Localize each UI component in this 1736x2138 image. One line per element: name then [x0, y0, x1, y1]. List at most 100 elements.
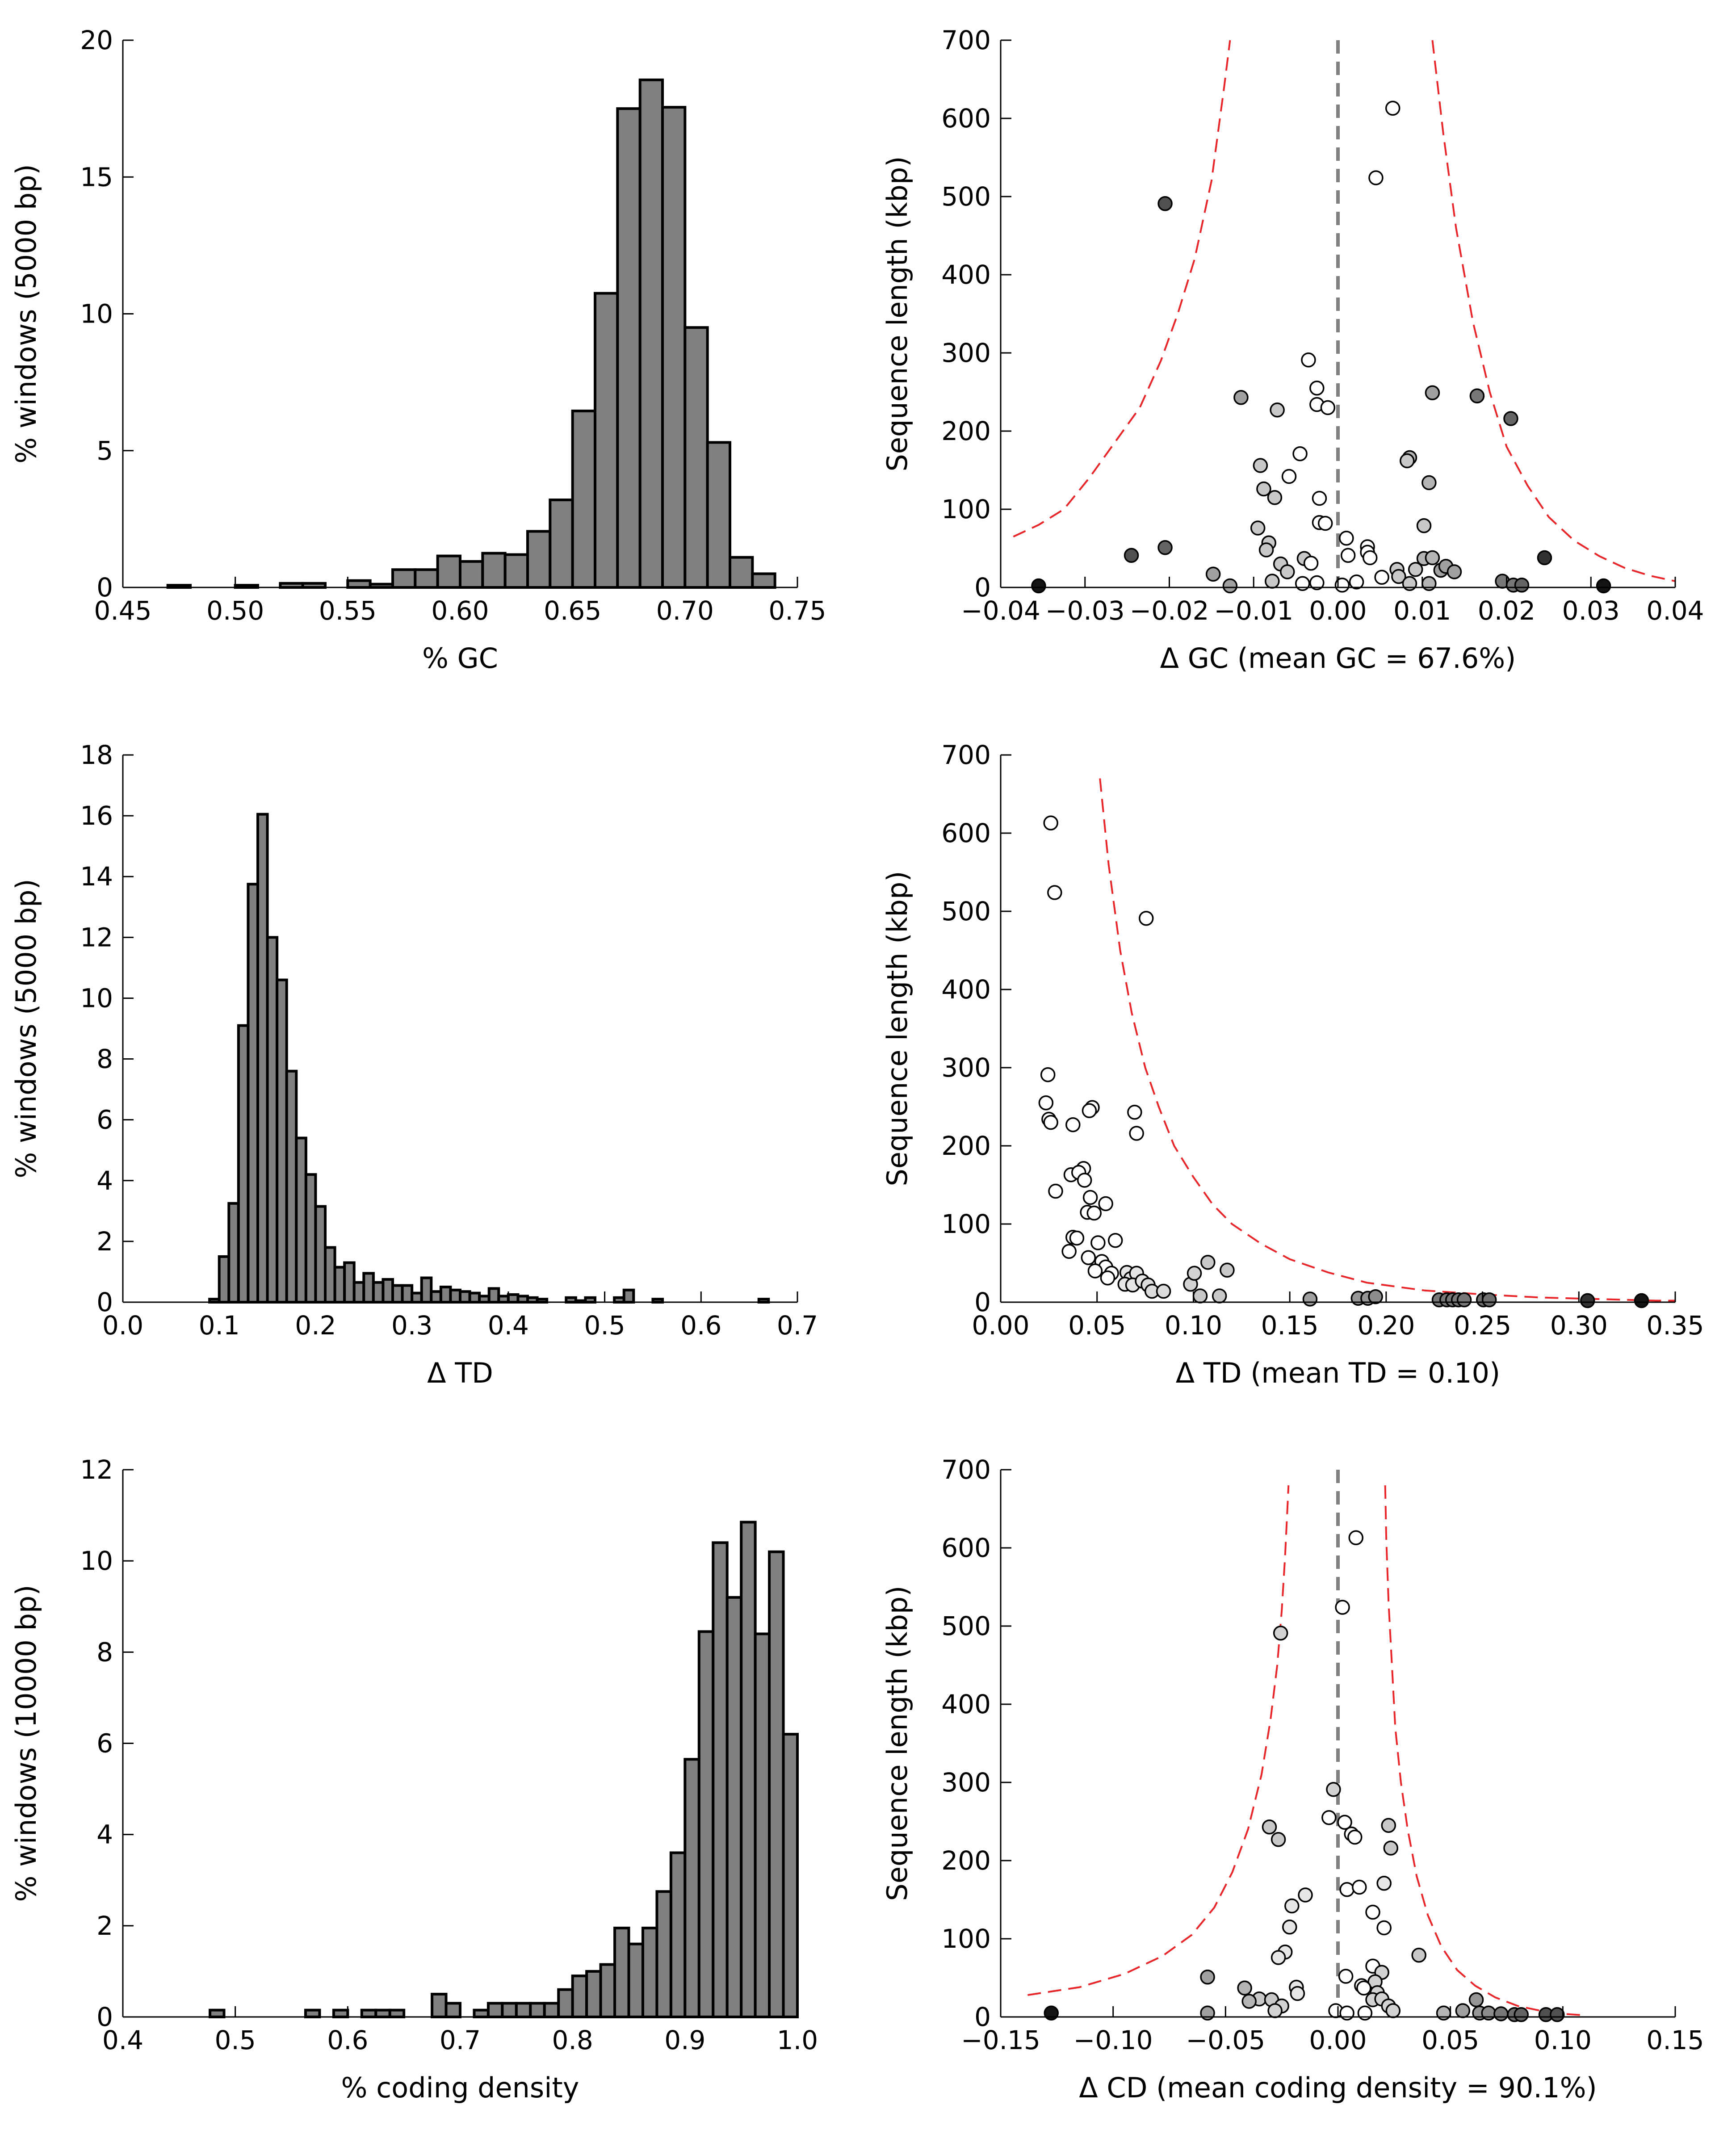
td-scatter-point — [1038, 1095, 1054, 1111]
cd-scatter-point — [1267, 2003, 1283, 2018]
gc-scatter-panel: 0 100 200 300 400 500 600 700 −0.04 −0.03 −0.02 −0.… — [881, 25, 1704, 675]
td-scatter-point — [1043, 1115, 1058, 1130]
gc-scatter-x-tick-label: −0.01 — [1214, 595, 1293, 626]
cd-scatter-point — [1326, 1782, 1341, 1797]
gc-scatter-point — [1514, 578, 1530, 593]
gc-hist-bar — [638, 78, 664, 589]
cd-hist-bar — [782, 1733, 799, 2018]
cd-hist-bar — [431, 1992, 448, 2019]
cd-hist-bar — [473, 2008, 490, 2018]
cd-scatter-x-tick-label: 0.00 — [1309, 2025, 1367, 2055]
gc-hist-y-tick-label: 15 — [80, 162, 113, 192]
td-hist-y-tick-label: 0 — [96, 1287, 113, 1317]
td-scatter-x-tick-label: 0.20 — [1357, 1310, 1415, 1341]
gc-hist-x-tick-label: 0.65 — [544, 595, 601, 626]
gc-scatter-x-tick-label: 0.03 — [1562, 595, 1620, 626]
gc-scatter-point — [1303, 556, 1319, 571]
gc-hist-bar — [503, 553, 529, 589]
cd-scatter-y-tick-label: 500 — [941, 1611, 991, 1641]
gc-scatter-point — [1295, 576, 1310, 591]
td-scatter-y-tick-label: 700 — [941, 740, 991, 770]
cd-hist-bar — [374, 2008, 391, 2018]
cd-hist-bar — [669, 1851, 687, 2018]
gc-scatter-point — [1309, 381, 1325, 396]
td-hist-y-tick-label: 10 — [80, 983, 113, 1013]
td-scatter-point — [1047, 885, 1062, 900]
gc-hist-bar — [683, 326, 709, 589]
cd-scatter-point — [1237, 1980, 1252, 1995]
td-hist-bar — [468, 1291, 481, 1304]
gc-scatter-point — [1031, 578, 1046, 594]
gc-hist-bar — [616, 107, 642, 589]
td-hist-bar — [382, 1278, 394, 1304]
td-scatter-point — [1138, 911, 1154, 926]
gc-scatter-ylabel: Sequence length (kbp) — [881, 156, 914, 472]
gc-scatter-point — [1503, 411, 1518, 426]
cd-scatter-point — [1493, 2006, 1509, 2021]
gc-scatter-threshold-curve — [1431, 40, 1676, 582]
td-scatter-point — [1069, 1230, 1085, 1246]
gc-scatter-point — [1339, 531, 1354, 546]
td-scatter-point — [1081, 1250, 1096, 1265]
cd-hist-x-tick-label: 0.8 — [552, 2025, 593, 2055]
gc-scatter-x-tick-label: 0.04 — [1646, 595, 1704, 626]
cd-scatter-point — [1514, 2007, 1529, 2022]
td-hist-bar — [256, 813, 269, 1304]
cd-scatter-y-tick-label: 200 — [941, 1845, 991, 1876]
gc-hist-bar — [661, 106, 687, 589]
td-hist-bar — [449, 1288, 462, 1304]
td-hist-y-tick-label: 6 — [96, 1105, 113, 1135]
cd-scatter-y-tick-label: 400 — [941, 1689, 991, 1719]
td-histogram-xlabel: Δ TD — [427, 1357, 493, 1389]
td-scatter-point — [1040, 1067, 1056, 1082]
gc-scatter-point — [1124, 548, 1139, 563]
cd-scatter-point — [1284, 1898, 1300, 1914]
gc-scatter-point — [1349, 574, 1364, 590]
cd-scatter-point — [1376, 1876, 1392, 1891]
td-hist-bar — [227, 1202, 240, 1304]
td-hist-bar — [247, 883, 260, 1304]
td-hist-bar — [372, 1281, 385, 1304]
cd-scatter-point — [1468, 1992, 1484, 2008]
td-hist-bar — [324, 1246, 336, 1304]
cd-scatter-x-tick-label: 0.05 — [1422, 2025, 1479, 2055]
td-hist-bar — [266, 936, 279, 1304]
td-hist-bar — [613, 1296, 625, 1304]
gc-hist-bar — [436, 554, 462, 589]
td-scatter-point — [1368, 1289, 1383, 1304]
td-hist-y-tick-label: 2 — [96, 1226, 113, 1257]
cd-hist-y-tick-label: 0 — [96, 2002, 113, 2032]
td-hist-bar — [507, 1293, 520, 1304]
td-hist-x-tick-label: 0.3 — [391, 1310, 432, 1341]
td-scatter-xlabel: Δ TD (mean TD = 0.10) — [1176, 1357, 1500, 1389]
cd-scatter-point — [1241, 1994, 1257, 2009]
gc-scatter-point — [1270, 402, 1285, 418]
cd-hist-y-tick-label: 6 — [96, 1728, 113, 1759]
cd-hist-bar — [599, 1963, 616, 2018]
gc-hist-bar — [414, 568, 439, 589]
cd-histogram-panel: 0 2 4 6 8 10 12 0.4 0.5 0.6 0.7 0.8 0.9 1.0 % coding d… — [10, 1455, 818, 2104]
gc-hist-x-tick-label: 0.45 — [94, 595, 151, 626]
gc-scatter-point — [1340, 548, 1356, 563]
td-scatter-y-tick-label: 600 — [941, 818, 991, 848]
td-hist-x-tick-label: 0.0 — [102, 1310, 143, 1341]
td-hist-bar — [333, 1266, 346, 1304]
cd-scatter-point — [1348, 1530, 1364, 1545]
cd-scatter-panel: 0 100 200 300 400 500 600 700 −0.15 −0.10 −0.05 0.0… — [881, 1455, 1704, 2104]
cd-scatter-point — [1436, 2005, 1451, 2021]
gc-hist-bar — [526, 530, 552, 589]
gc-hist-x-tick-label: 0.50 — [206, 595, 264, 626]
cd-scatter-x-tick-label: −0.05 — [1186, 2025, 1265, 2055]
gc-scatter-point — [1233, 390, 1249, 405]
gc-scatter-point — [1362, 550, 1378, 566]
cd-scatter-point — [1347, 1829, 1363, 1845]
td-scatter-point — [1100, 1270, 1115, 1286]
td-scatter-point — [1098, 1196, 1113, 1212]
td-histogram-panel: 0 2 4 6 8 10 12 14 16 18 0.0 0.1 0.2 0.3 0.4 0.5 0.6 0.7 Δ… — [10, 740, 818, 1389]
td-hist-y-tick-label: 18 — [80, 740, 113, 770]
cd-scatter-x-tick-label: 0.10 — [1534, 2025, 1592, 2055]
cd-scatter-point — [1455, 2003, 1471, 2018]
cd-hist-y-tick-label: 2 — [96, 1911, 113, 1941]
cd-scatter-xlabel: Δ CD (mean coding density = 90.1%) — [1079, 2071, 1597, 2104]
